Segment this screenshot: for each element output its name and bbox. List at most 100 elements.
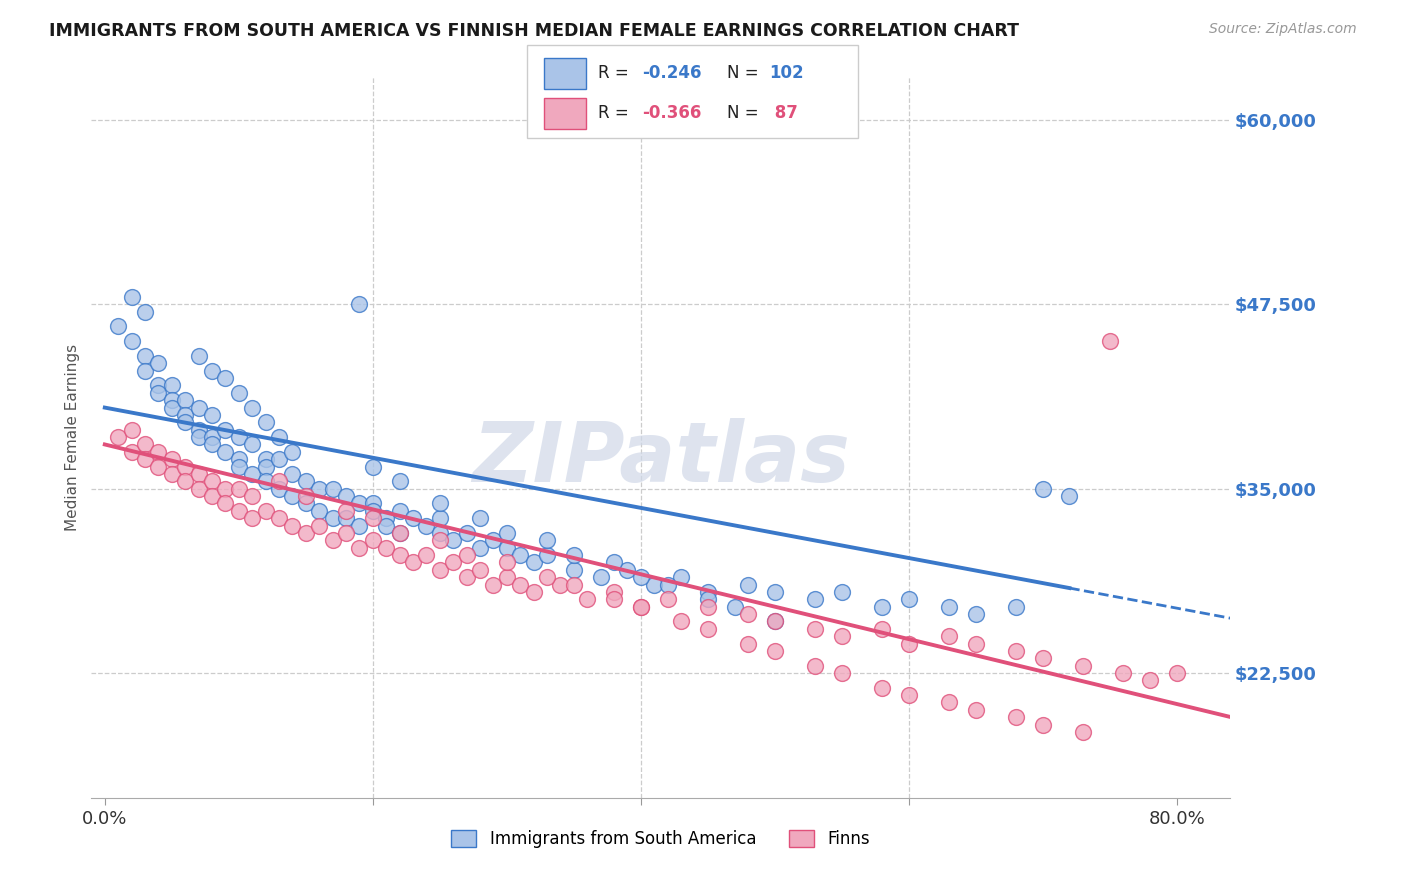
Point [562,563,585,577]
Point [254,475,277,489]
Point [121,334,143,349]
Point [562,577,585,591]
Point [536,533,558,548]
Point [349,496,371,510]
Point [240,467,263,481]
Point [468,541,491,555]
Point [361,533,384,548]
Point [201,437,224,451]
Point [630,599,652,614]
Point [160,452,183,467]
Point [174,408,197,422]
Point [495,556,517,570]
Point [214,482,236,496]
Point [938,629,960,643]
Point [831,585,853,599]
Point [938,696,960,710]
Point [349,541,371,555]
Point [281,489,304,503]
Point [134,452,156,467]
Point [495,570,517,584]
Point [187,467,209,481]
Point [335,504,357,518]
Point [737,607,759,621]
Point [804,592,827,607]
Point [267,430,290,444]
Point [965,703,987,717]
Point [201,489,224,503]
Point [134,364,156,378]
Point [187,430,209,444]
Point [174,415,197,429]
Point [254,459,277,474]
Point [603,585,626,599]
Point [603,556,626,570]
Point [335,525,357,540]
Point [804,622,827,636]
Point [429,511,451,525]
Point [228,504,250,518]
Point [536,570,558,584]
Point [429,563,451,577]
Point [121,423,143,437]
Point [281,518,304,533]
Text: R =: R = [598,104,634,122]
Point [696,592,718,607]
Point [361,511,384,525]
Point [148,356,170,370]
Point [121,445,143,459]
Point [228,482,250,496]
Point [495,525,517,540]
Point [415,518,437,533]
Point [294,475,316,489]
Point [831,629,853,643]
Point [657,577,679,591]
Point [630,570,652,584]
Point [267,475,290,489]
Text: Source: ZipAtlas.com: Source: ZipAtlas.com [1209,22,1357,37]
Point [831,665,853,680]
Point [201,475,224,489]
Point [187,423,209,437]
Point [696,599,718,614]
Point [429,533,451,548]
Point [201,408,224,422]
Point [214,445,236,459]
Point [429,496,451,510]
Point [375,518,398,533]
Point [1098,334,1121,349]
Point [214,371,236,385]
Point [228,430,250,444]
Point [804,658,827,673]
Legend: Immigrants from South America, Finns: Immigrants from South America, Finns [444,823,877,855]
Point [322,482,344,496]
Text: 102: 102 [769,64,804,82]
Text: N =: N = [727,64,763,82]
Text: -0.246: -0.246 [643,64,702,82]
Point [763,585,786,599]
Point [160,393,183,408]
Text: IMMIGRANTS FROM SOUTH AMERICA VS FINNISH MEDIAN FEMALE EARNINGS CORRELATION CHAR: IMMIGRANTS FROM SOUTH AMERICA VS FINNISH… [49,22,1019,40]
Point [294,496,316,510]
Point [349,297,371,311]
Point [240,401,263,415]
Point [522,585,544,599]
Point [228,452,250,467]
Point [308,504,330,518]
Point [160,467,183,481]
Point [456,570,478,584]
Point [388,475,411,489]
Point [897,636,920,650]
Point [509,577,531,591]
Point [870,622,893,636]
Point [576,592,599,607]
Point [495,541,517,555]
Point [550,577,572,591]
Point [254,452,277,467]
Point [509,548,531,562]
Text: 87: 87 [769,104,799,122]
Point [1005,599,1028,614]
Point [388,548,411,562]
Point [1032,651,1054,665]
Point [657,592,679,607]
